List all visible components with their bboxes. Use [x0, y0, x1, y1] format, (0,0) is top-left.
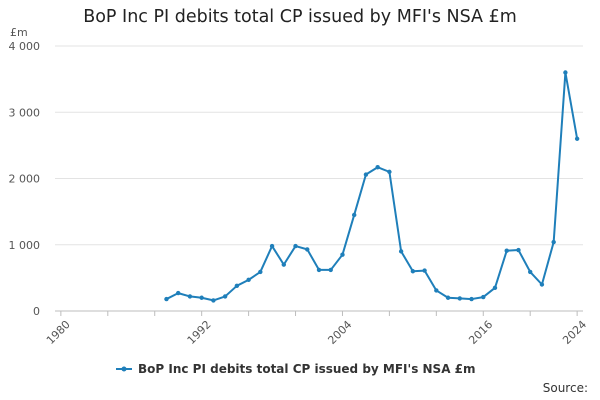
data-point	[492, 285, 498, 291]
legend: BoP Inc PI debits total CP issued by MFI…	[116, 362, 476, 376]
data-point	[328, 267, 333, 273]
data-point	[410, 269, 416, 274]
gridlines	[55, 45, 583, 246]
data-point	[457, 296, 462, 301]
data-point	[222, 294, 228, 299]
data-point	[539, 282, 545, 287]
data-point	[422, 268, 427, 273]
data-point	[445, 295, 451, 300]
data-point	[176, 290, 181, 296]
data-point	[504, 248, 509, 253]
data-point	[469, 296, 474, 302]
x-tick-label: 2004	[325, 318, 354, 347]
x-tick-label: 1992	[185, 318, 214, 347]
y-tick-label: 0	[33, 305, 40, 318]
data-point	[269, 243, 275, 249]
data-point	[340, 252, 345, 257]
data-point	[387, 169, 392, 175]
series-layer	[164, 70, 580, 303]
data-point	[316, 267, 322, 273]
data-point	[434, 288, 439, 293]
data-point	[305, 247, 310, 252]
data-point	[293, 243, 298, 249]
data-point	[574, 136, 580, 141]
x-tick-label: 1980	[44, 318, 73, 347]
x-axis-labels: 1980 1992 2004 2016 2024	[44, 318, 589, 347]
data-point	[481, 294, 486, 300]
data-point	[398, 249, 404, 254]
data-point	[352, 212, 357, 218]
data-point	[187, 294, 193, 299]
data-point	[563, 70, 568, 75]
y-tick-label: 1 000	[9, 239, 41, 252]
data-point	[363, 172, 369, 177]
y-tick-label: 2 000	[9, 173, 41, 186]
data-point	[551, 239, 556, 245]
data-point	[281, 262, 286, 267]
y-axis: 0 1 000 2 000 3 000 4 000	[9, 40, 41, 318]
data-point	[528, 269, 533, 275]
x-tick-label: 2024	[560, 318, 589, 347]
data-point	[516, 247, 521, 253]
x-axis	[55, 310, 583, 316]
chart-title: BoP Inc PI debits total CP issued by MFI…	[83, 7, 517, 27]
data-point	[164, 296, 169, 302]
y-axis-unit-label: £m	[10, 26, 28, 39]
source-label: Source:	[542, 381, 588, 395]
data-point	[199, 295, 204, 300]
legend-swatch-point	[121, 366, 127, 372]
legend-label: BoP Inc PI debits total CP issued by MFI…	[138, 362, 476, 376]
data-point	[246, 277, 251, 283]
data-point	[234, 283, 240, 289]
data-point	[375, 165, 380, 170]
data-point	[211, 298, 216, 303]
data-point	[258, 269, 263, 275]
series-line	[166, 71, 579, 302]
x-tick-label: 2016	[466, 318, 495, 347]
y-tick-label: 4 000	[9, 40, 41, 53]
y-tick-label: 3 000	[9, 106, 41, 119]
